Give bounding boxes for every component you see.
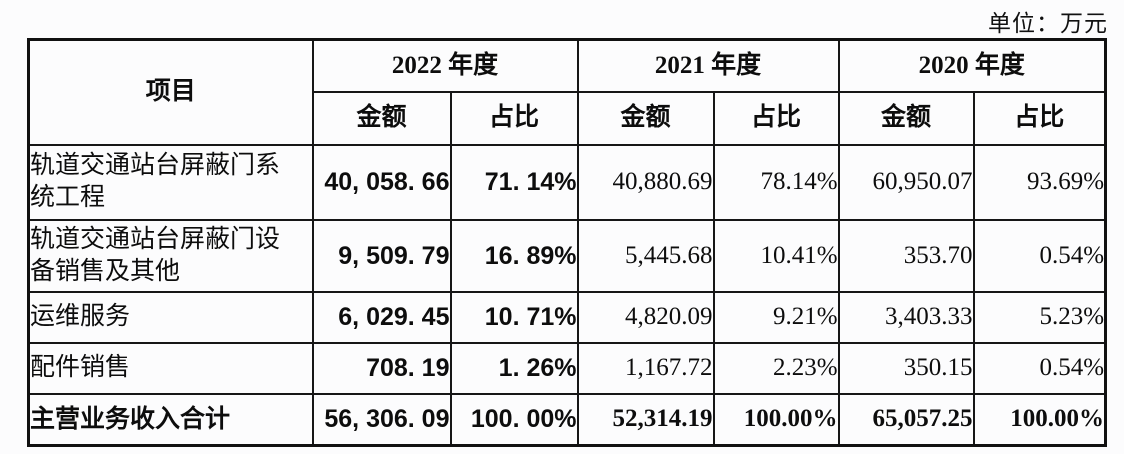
column-header-amount-2022: 金额 xyxy=(311,90,452,146)
cell-2021-amount: 1,167.72 xyxy=(576,341,715,395)
cell-2022-ratio: 71. 14% xyxy=(449,143,579,221)
cell-2021-ratio: 78.14% xyxy=(712,143,840,221)
column-header-ratio-2020: 占比 xyxy=(972,90,1107,146)
column-header-amount-2020: 金额 xyxy=(837,90,975,146)
column-header-item: 项目 xyxy=(27,38,314,146)
unit-label: 单位：万元 xyxy=(988,11,1108,36)
cell-2021-amount: 40,880.69 xyxy=(576,143,715,221)
cell-2022-amount: 40, 058. 66 xyxy=(311,143,452,221)
cell-2021-amount-total: 52,314.19 xyxy=(576,392,715,447)
cell-2020-ratio-total: 100.00% xyxy=(972,392,1107,447)
table-row: 轨道交通站台屏蔽门系 统工程 40, 058. 66 71. 14% 40,88… xyxy=(27,143,1107,221)
cell-2020-ratio: 93.69% xyxy=(972,143,1107,221)
cell-2020-amount: 350.15 xyxy=(837,341,975,395)
cell-2021-amount: 4,820.09 xyxy=(576,290,715,344)
column-header-ratio-2022: 占比 xyxy=(449,90,579,146)
cell-item: 轨道交通站台屏蔽门系 统工程 xyxy=(27,143,314,221)
column-header-year-2021: 2021 年度 xyxy=(576,38,840,93)
column-header-amount-2021: 金额 xyxy=(576,90,715,146)
cell-item: 轨道交通站台屏蔽门设 备销售及其他 xyxy=(27,218,314,293)
header-row-sub: 金额 占比 金额 占比 金额 占比 xyxy=(29,90,1107,146)
cell-2022-amount-total: 56, 306. 09 xyxy=(311,392,452,447)
table-row: 轨道交通站台屏蔽门设 备销售及其他 9, 509. 79 16. 89% 5,4… xyxy=(27,218,1107,293)
cell-2020-ratio: 0.54% xyxy=(972,341,1107,395)
cell-2020-amount: 353.70 xyxy=(837,218,975,293)
cell-2020-ratio: 0.54% xyxy=(972,218,1107,293)
column-header-ratio-2021: 占比 xyxy=(712,90,840,146)
cell-2022-amount: 9, 509. 79 xyxy=(311,218,452,293)
cell-2020-ratio: 5.23% xyxy=(972,290,1107,344)
revenue-table: 项目 2022 年度 2021 年度 2020 年度 金额 占比 金额 占比 金… xyxy=(27,38,1108,447)
cell-2022-amount: 708. 19 xyxy=(311,341,452,395)
column-header-year-2020: 2020 年度 xyxy=(837,38,1107,93)
cell-2022-ratio: 1. 26% xyxy=(449,341,579,395)
cell-2020-amount: 3,403.33 xyxy=(837,290,975,344)
cell-2020-amount: 60,950.07 xyxy=(837,143,975,221)
cell-2021-ratio: 9.21% xyxy=(712,290,840,344)
cell-item: 运维服务 xyxy=(27,290,314,344)
table-row-total: 主营业务收入合计 56, 306. 09 100. 00% 52,314.19 … xyxy=(27,392,1107,447)
cell-2022-ratio: 10. 71% xyxy=(449,290,579,344)
table-row: 配件销售 708. 19 1. 26% 1,167.72 2.23% 350.1… xyxy=(27,341,1107,395)
cell-2022-amount: 6, 029. 45 xyxy=(311,290,452,344)
table-row: 运维服务 6, 029. 45 10. 71% 4,820.09 9.21% 3… xyxy=(27,290,1107,344)
cell-item-total: 主营业务收入合计 xyxy=(27,392,314,447)
cell-2020-amount-total: 65,057.25 xyxy=(837,392,975,447)
cell-2021-ratio: 2.23% xyxy=(712,341,840,395)
cell-2021-amount: 5,445.68 xyxy=(576,218,715,293)
cell-2022-ratio: 16. 89% xyxy=(449,218,579,293)
column-header-year-2022: 2022 年度 xyxy=(311,38,579,93)
header-row-years: 项目 2022 年度 2021 年度 2020 年度 xyxy=(27,38,1107,146)
cell-2021-ratio: 10.41% xyxy=(712,218,840,293)
cell-2021-ratio-total: 100.00% xyxy=(712,392,840,447)
cell-2022-ratio-total: 100. 00% xyxy=(449,392,579,447)
cell-item: 配件销售 xyxy=(27,341,314,395)
